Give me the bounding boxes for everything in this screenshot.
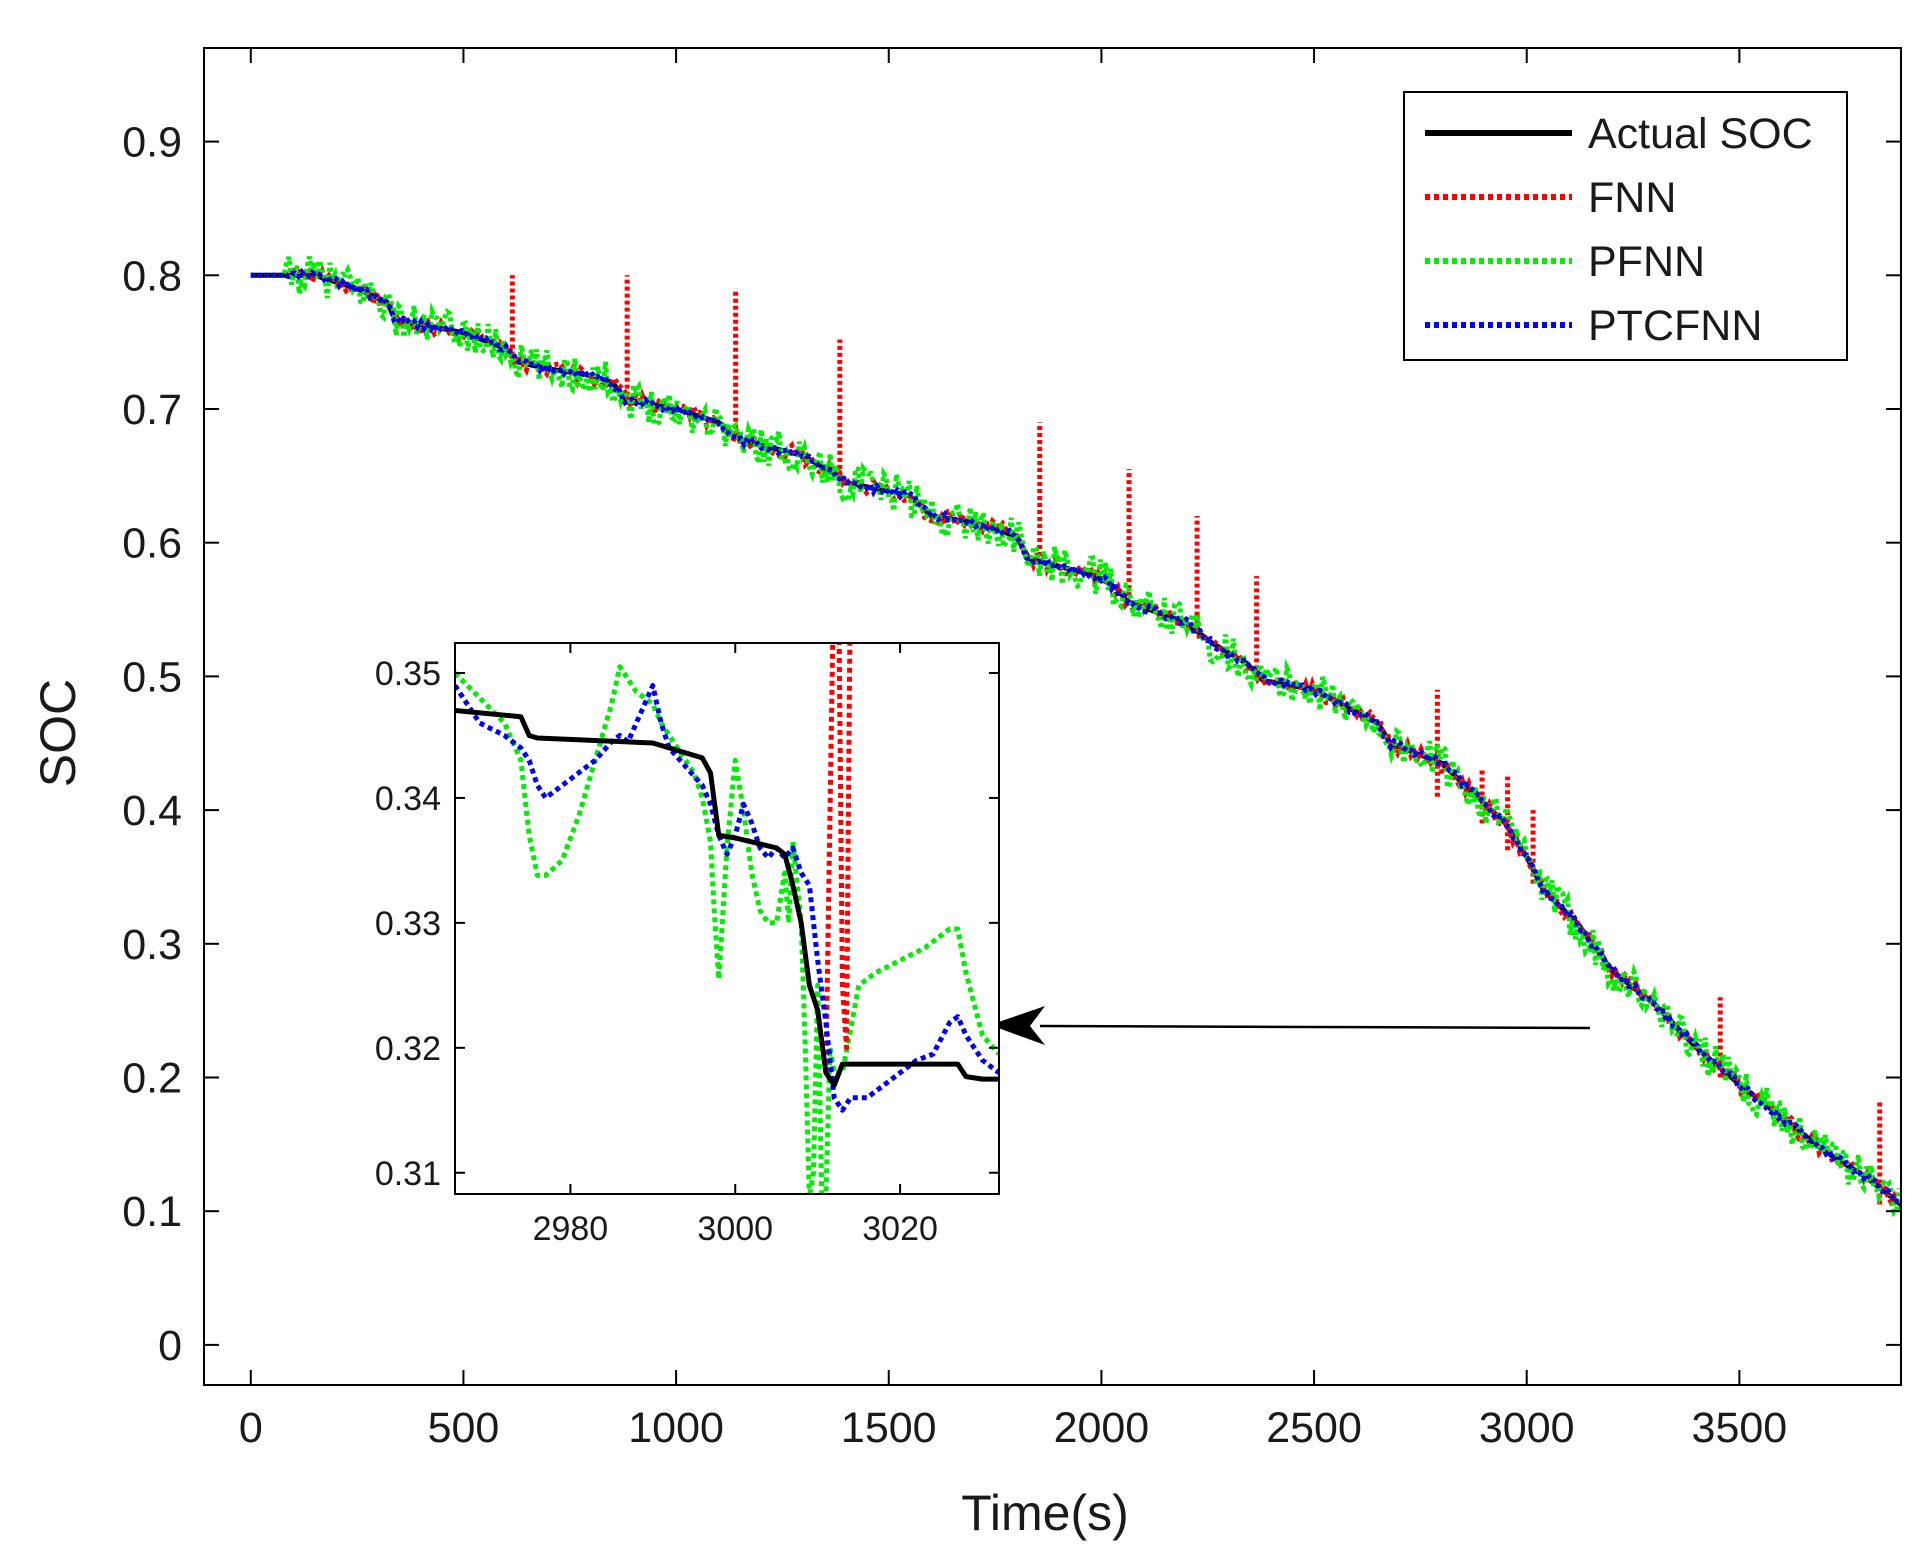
zoom-arrow-shaft xyxy=(1039,1024,1591,1030)
x-tick-label: 3500 xyxy=(1692,1404,1788,1452)
y-tick-label: 0.6 xyxy=(122,520,182,568)
inset-x-tick-label: 3020 xyxy=(862,1210,938,1248)
legend-label-fnn: FNN xyxy=(1588,174,1676,222)
y-tick-label: 0.8 xyxy=(122,252,182,300)
y-tick-label: 0.7 xyxy=(122,386,182,434)
y-tick-label: 0.1 xyxy=(122,1188,182,1236)
series-inset-actual-soc xyxy=(455,708,999,1088)
inset-chart: 2980 3000 3020 0.31 0.32 0.33 0.34 0.35 xyxy=(375,642,1000,1248)
legend: Actual SOC FNN PFNN PTCFNN xyxy=(1403,91,1848,361)
y-tick-label: 0.3 xyxy=(122,921,182,969)
inset-y-tick-label: 0.34 xyxy=(375,780,441,818)
y-tick-label: 0 xyxy=(158,1322,182,1370)
zoom-arrow-head xyxy=(990,1006,1045,1045)
inset-background xyxy=(455,643,999,1194)
inset-y-tick-label: 0.35 xyxy=(375,655,441,693)
x-tick-label: 2000 xyxy=(1054,1404,1150,1452)
series-inset-fnn xyxy=(823,643,853,1073)
inset-x-tick-label: 2980 xyxy=(533,1210,609,1248)
inset-plot-series xyxy=(455,643,999,1194)
y-axis-label: SOC xyxy=(30,679,86,787)
main-plot-frame xyxy=(203,47,1902,1386)
inset-frame xyxy=(454,642,1000,1195)
x-tick-label: 2500 xyxy=(1266,1404,1362,1452)
x-tick-label: 1000 xyxy=(628,1404,724,1452)
series-inset-pfnn xyxy=(455,664,999,1194)
legend-label-ptcfnn: PTCFNN xyxy=(1588,302,1762,350)
main-axes: 0 500 1000 1500 2000 2500 3000 3500 0 0.1 0.2 0.3 0.… xyxy=(122,47,1902,1452)
x-axis-label: Time(s) xyxy=(961,1485,1129,1541)
series-inset-ptcfnn xyxy=(455,683,999,1113)
legend-label-pfnn: PFNN xyxy=(1588,238,1705,286)
inset-axes: 2980 3000 3020 0.31 0.32 0.33 0.34 0.35 xyxy=(375,643,999,1248)
legend-label-actual-soc: Actual SOC xyxy=(1588,110,1813,158)
x-tick-label: 3000 xyxy=(1479,1404,1575,1452)
y-tick-label: 0.9 xyxy=(122,119,182,167)
x-tick-label: 500 xyxy=(428,1404,500,1452)
y-tick-label: 0.5 xyxy=(122,653,182,701)
legend-box xyxy=(1403,91,1848,361)
inset-y-tick-label: 0.32 xyxy=(375,1030,441,1068)
x-tick-label: 0 xyxy=(239,1404,263,1452)
inset-y-tick-label: 0.31 xyxy=(375,1155,441,1193)
zoom-arrow xyxy=(990,1006,1591,1045)
inset-x-tick-label: 3000 xyxy=(697,1210,773,1248)
main-plot-series xyxy=(250,256,1901,1218)
y-tick-label: 0.2 xyxy=(122,1054,182,1102)
y-tick-label: 0.4 xyxy=(122,787,182,835)
x-tick-label: 1500 xyxy=(841,1404,937,1452)
inset-y-tick-label: 0.33 xyxy=(375,905,441,943)
series-ptcfnn xyxy=(250,267,1901,1204)
